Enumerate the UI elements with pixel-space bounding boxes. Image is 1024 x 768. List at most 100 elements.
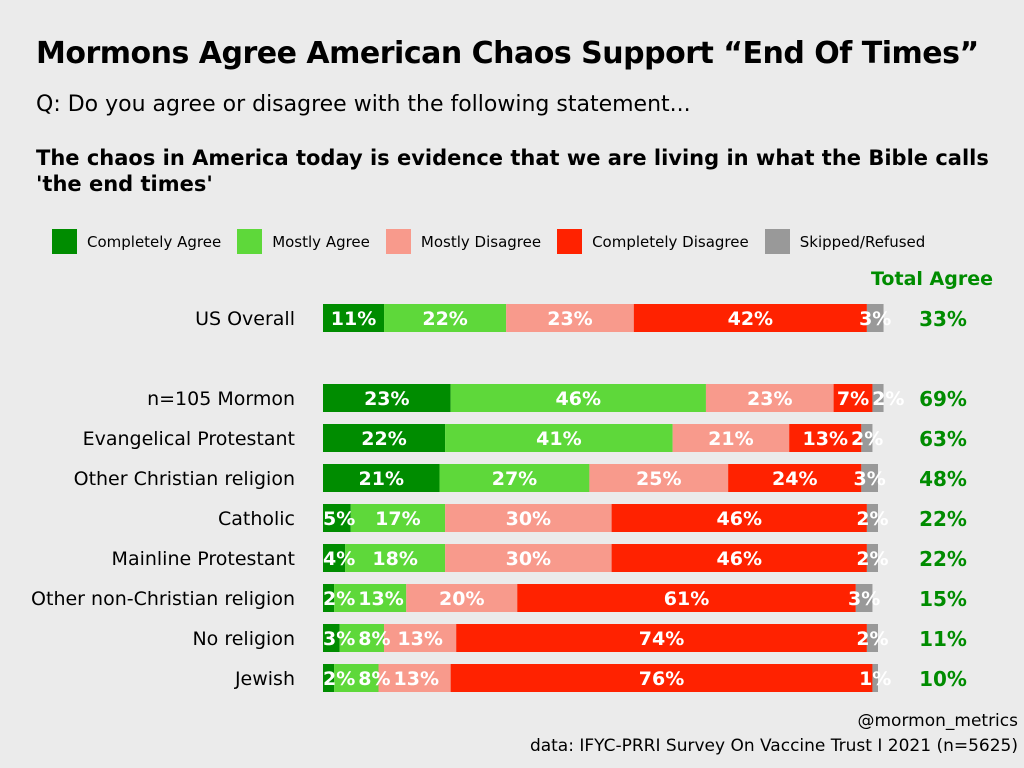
total-agree-value: 15% — [919, 587, 967, 611]
bar-segment — [872, 664, 878, 692]
bar-segment — [611, 504, 867, 532]
survey-question: The chaos in America today is evidence t… — [36, 146, 989, 196]
category-label: Other non-Christian religion — [31, 588, 295, 610]
bar-segment — [323, 624, 340, 652]
legend-label: Completely Disagree — [592, 232, 749, 251]
data-label: 23% — [364, 388, 409, 410]
total-agree-value: 63% — [919, 427, 967, 451]
legend: Completely Agree Mostly Agree Mostly Disag… — [52, 229, 929, 254]
legend-item: Completely Disagree — [557, 229, 749, 254]
category-label: Evangelical Protestant — [83, 428, 295, 450]
credit-source: data: IFYC-PRRI Survey On Vaccine Trust … — [529, 736, 1018, 756]
bar-segment — [384, 304, 507, 332]
data-label: 5% — [323, 508, 355, 530]
category-label: Mainline Protestant — [112, 548, 295, 570]
bar-segment — [866, 504, 878, 532]
data-label: 3% — [848, 588, 880, 610]
category-label: Jewish — [234, 668, 295, 690]
bar-segment — [866, 304, 884, 332]
total-agree-value: 48% — [919, 467, 967, 491]
data-label: 46% — [556, 388, 601, 410]
bar-segment — [866, 624, 878, 652]
bar-segment — [439, 464, 590, 492]
credit-handle: @mormon_metrics — [857, 711, 1019, 731]
bar-segment — [855, 584, 873, 612]
data-label: 2% — [851, 428, 883, 450]
data-label: 17% — [375, 508, 420, 530]
total-agree-value: 10% — [919, 667, 967, 691]
bar-segment — [323, 544, 346, 572]
bar-segment — [323, 424, 446, 452]
bar-segment — [445, 424, 673, 452]
legend-label: Skipped/Refused — [799, 232, 926, 251]
data-label: 13% — [358, 588, 403, 610]
bar-segment — [445, 544, 612, 572]
bar-segment — [406, 584, 518, 612]
bar-segment — [861, 424, 873, 452]
data-label: 21% — [359, 468, 404, 490]
data-label: 3% — [859, 308, 891, 330]
data-label: 11% — [331, 308, 376, 330]
bar-segment — [323, 304, 385, 332]
data-label: 2% — [856, 628, 888, 650]
bar-segment — [728, 464, 862, 492]
data-label: 41% — [536, 428, 581, 450]
bar-segment — [384, 624, 457, 652]
legend-swatch — [52, 229, 77, 254]
bar-segment — [323, 504, 351, 532]
bar-segment — [323, 384, 451, 412]
data-label: 2% — [872, 388, 904, 410]
bar-segment — [323, 664, 335, 692]
data-label: 25% — [636, 468, 681, 490]
chart-title: Mormons Agree American Chaos Support “En… — [36, 36, 979, 71]
data-label: 46% — [717, 508, 762, 530]
bar-segment — [872, 384, 884, 412]
category-label: Other Christian religion — [74, 468, 295, 490]
bar-segment — [450, 384, 706, 412]
bar-segment — [833, 384, 873, 412]
total-agree-value: 69% — [919, 387, 967, 411]
data-label: 4% — [323, 548, 355, 570]
data-label: 8% — [358, 668, 390, 690]
data-label: 30% — [506, 508, 551, 530]
data-label: 27% — [492, 468, 537, 490]
data-label: 2% — [323, 668, 355, 690]
data-label: 3% — [323, 628, 355, 650]
legend-item: Mostly Agree — [237, 229, 370, 254]
total-agree-value: 33% — [919, 307, 967, 331]
legend-label: Mostly Disagree — [420, 232, 542, 251]
legend-swatch — [764, 229, 790, 254]
bar-segment — [861, 464, 878, 492]
legend-label: Mostly Agree — [272, 232, 370, 251]
legend-swatch — [237, 229, 263, 254]
legend-item: Mostly Disagree — [385, 229, 542, 254]
category-label: Catholic — [218, 508, 295, 530]
data-label: 22% — [361, 428, 406, 450]
bar-segment — [633, 304, 867, 332]
legend-item: Skipped/Refused — [764, 229, 926, 254]
data-label: 7% — [837, 388, 869, 410]
data-label: 23% — [547, 308, 592, 330]
total-agree-value: 11% — [919, 627, 967, 651]
data-label: 13% — [397, 628, 442, 650]
bar-segment — [445, 504, 612, 532]
bar-segment — [339, 624, 385, 652]
data-label: 21% — [708, 428, 753, 450]
data-label: 8% — [358, 628, 390, 650]
bar-segment — [456, 624, 867, 652]
data-label: 3% — [854, 468, 886, 490]
bar-segment — [611, 544, 867, 572]
bar-segment — [345, 544, 446, 572]
data-label: 30% — [506, 548, 551, 570]
category-label: No religion — [192, 628, 295, 650]
bar-segment — [334, 584, 407, 612]
total-agree-value: 22% — [919, 507, 967, 531]
category-label: US Overall — [195, 308, 295, 330]
data-label: 2% — [856, 508, 888, 530]
data-label: 1% — [859, 668, 891, 690]
chart-subtitle: Q: Do you agree or disagree with the fol… — [36, 92, 691, 117]
data-label: 22% — [422, 308, 467, 330]
data-label: 46% — [717, 548, 762, 570]
legend-swatch — [557, 229, 583, 254]
